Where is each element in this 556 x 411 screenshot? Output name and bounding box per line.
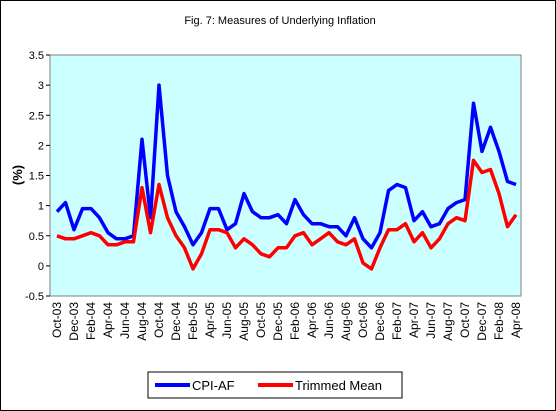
x-tick-label: Aug-05 [237, 302, 251, 341]
x-tick-label: Oct-07 [458, 302, 472, 338]
x-tick-label: Feb-04 [84, 302, 98, 340]
legend-label: CPI-AF [192, 378, 235, 393]
x-tick-label: Jun-06 [322, 302, 336, 339]
x-tick-label: Dec-03 [67, 302, 81, 341]
legend-label: Trimmed Mean [295, 378, 382, 393]
x-tick-label: Apr-08 [509, 302, 523, 338]
y-tick-label: 2 [38, 140, 44, 152]
x-tick-label: Feb-08 [492, 302, 506, 340]
y-tick-label: -0.5 [25, 291, 44, 303]
x-tick-label: Oct-06 [356, 302, 370, 338]
y-tick-label: 0.5 [29, 231, 44, 243]
x-tick-label: Apr-06 [305, 302, 319, 338]
y-tick-label: 1 [38, 201, 44, 213]
x-tick-label: Feb-07 [390, 302, 404, 340]
x-tick-label: Jun-04 [118, 302, 132, 339]
x-tick-label: Aug-04 [135, 302, 149, 341]
chart-title: Fig. 7: Measures of Underlying Inflation [184, 15, 375, 27]
x-tick-label: Dec-04 [169, 302, 183, 341]
x-tick-label: Apr-07 [407, 302, 421, 338]
x-tick-label: Feb-06 [288, 302, 302, 340]
x-tick-label: Jun-05 [220, 302, 234, 339]
x-tick-label: Apr-04 [101, 302, 115, 338]
x-tick-label: Feb-05 [186, 302, 200, 340]
y-tick-label: 1.5 [29, 171, 44, 183]
y-tick-label: 3 [38, 80, 44, 92]
y-tick-label: 2.5 [29, 110, 44, 122]
x-tick-label: Jun-07 [424, 302, 438, 339]
y-tick-label: 0 [38, 261, 44, 273]
x-tick-label: Oct-04 [152, 302, 166, 338]
x-tick-label: Oct-03 [50, 302, 64, 338]
y-tick-label: 3.5 [29, 50, 44, 62]
line [56, 158, 518, 271]
x-tick-label: Aug-06 [339, 302, 353, 341]
x-tick-label: Oct-05 [254, 302, 268, 338]
plot-area [49, 54, 522, 297]
x-tick-label: Dec-06 [373, 302, 387, 341]
x-tick-label: Aug-07 [441, 302, 455, 341]
x-tick-label: Dec-07 [475, 302, 489, 341]
x-tick-label: Dec-05 [271, 302, 285, 341]
y-axis-label: (%) [10, 165, 25, 185]
x-tick-label: Apr-05 [203, 302, 217, 338]
